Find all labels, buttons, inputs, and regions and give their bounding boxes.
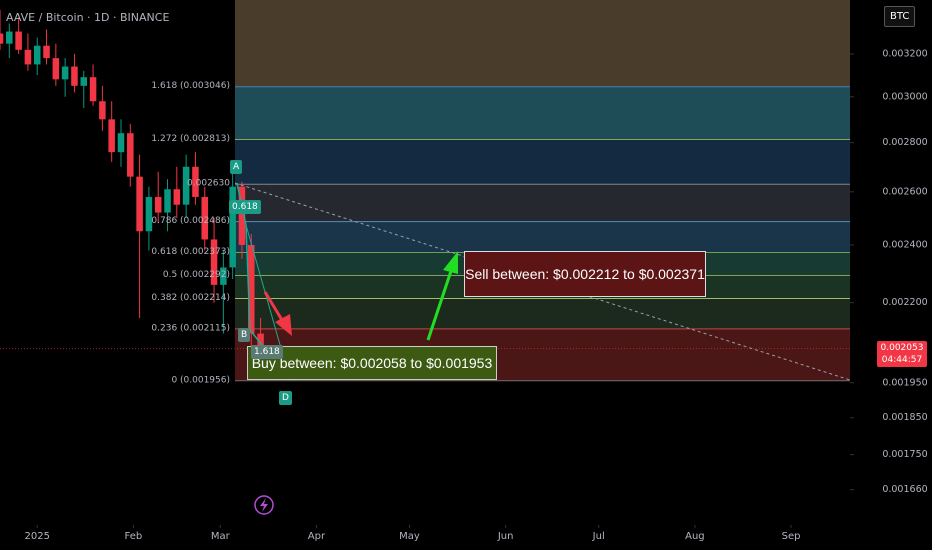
candle-body <box>210 239 218 285</box>
fib-zone <box>235 86 850 140</box>
y-tick-label: 0.003000 <box>882 91 927 102</box>
y-tick-label: 0.002600 <box>882 186 927 197</box>
candle-body <box>182 166 190 205</box>
candle-body <box>43 45 50 59</box>
last-price-tag: 0.002053 04:44:57 <box>877 341 927 367</box>
candle-body <box>89 77 97 102</box>
candle-body <box>0 33 4 44</box>
buy-zone-label: Buy between: $0.002058 to $0.001953 <box>247 346 497 380</box>
candle-body <box>154 196 162 213</box>
candle-body <box>61 66 69 80</box>
candle-body <box>33 45 41 65</box>
arrow-up <box>426 267 454 341</box>
candle-body <box>80 77 88 86</box>
candle-body <box>248 244 255 334</box>
fib-label: 0.5 (0.002292) <box>163 270 230 280</box>
x-tick-label: Jun <box>497 531 514 542</box>
candle-body <box>229 186 236 268</box>
fib-zone <box>235 0 850 87</box>
candle-body <box>15 31 22 50</box>
fib-label: 0.236 (0.002115) <box>151 323 230 333</box>
candle-body <box>99 101 106 120</box>
y-tick-label: 0.001950 <box>882 377 927 388</box>
x-tick-label: Jul <box>592 531 605 542</box>
candle-body <box>24 49 32 65</box>
fib-label: 0.382 (0.002214) <box>151 293 230 303</box>
candle-body <box>164 189 171 213</box>
candle-body <box>145 196 153 232</box>
chart-title: AAVE / Bitcoin · 1D · BINANCE <box>6 11 169 24</box>
fib-label: 0.002630 <box>187 179 230 189</box>
candle-body <box>117 133 125 153</box>
event-icon[interactable] <box>254 495 274 515</box>
y-tick-label: 0.002400 <box>882 239 927 250</box>
arrow-head <box>443 251 458 274</box>
fib-label: 0.786 (0.002486) <box>151 216 230 226</box>
y-tick-label: 0.002200 <box>882 297 927 308</box>
last-price: 0.002053 <box>880 343 924 353</box>
x-tick-label: Sep <box>782 531 801 542</box>
x-tick-label: Aug <box>685 531 705 542</box>
candle-body <box>238 186 246 245</box>
candle-body <box>173 189 181 205</box>
fib-zone <box>235 298 850 329</box>
countdown: 04:44:57 <box>881 355 923 365</box>
candles <box>0 9 264 380</box>
fib-label: 0 (0.001956) <box>171 375 230 385</box>
y-tick-label: 0.001660 <box>882 484 927 495</box>
fib-label: 1.618 (0.003046) <box>151 81 230 91</box>
candle-body <box>220 267 227 285</box>
y-tick-label: 0.001750 <box>882 449 927 460</box>
arrow-down <box>263 291 284 321</box>
pattern-point: D <box>279 391 292 405</box>
fib-zone <box>235 184 850 222</box>
y-tick-label: 0.002800 <box>882 137 927 148</box>
x-tick-label: Apr <box>308 531 326 542</box>
candle-body <box>71 66 78 86</box>
fib-label: 0.618 (0.002373) <box>151 247 230 257</box>
candle-body <box>136 176 143 232</box>
pattern-ratio: 0.618 <box>229 200 261 214</box>
sell-zone-label: Sell between: $0.002212 to $0.002371 <box>464 251 706 297</box>
pattern-point: A <box>230 160 243 174</box>
y-tick-label: 0.003200 <box>882 48 927 59</box>
pattern-ratio: 1.618 <box>251 345 283 359</box>
fib-zones <box>235 0 850 382</box>
event-icon-bolt <box>260 498 268 512</box>
x-tick-label: Feb <box>125 531 143 542</box>
fib-label: 1.272 (0.002813) <box>151 134 230 144</box>
candle-body <box>6 31 13 44</box>
x-tick-label: 2025 <box>24 531 49 542</box>
fib-zone <box>235 221 850 253</box>
candle-body <box>127 133 134 177</box>
x-tick-label: Mar <box>211 531 231 542</box>
y-tick-label: 0.001850 <box>882 412 927 423</box>
currency-button[interactable]: BTC <box>884 6 916 27</box>
arrow-head <box>275 314 292 336</box>
candle-body <box>108 119 115 153</box>
x-tick-label: May <box>399 531 420 542</box>
candle-body <box>52 58 60 80</box>
candle-body <box>201 196 209 240</box>
pattern-point: B <box>238 328 251 342</box>
candle-body <box>192 166 199 197</box>
fib-zone <box>235 139 850 185</box>
